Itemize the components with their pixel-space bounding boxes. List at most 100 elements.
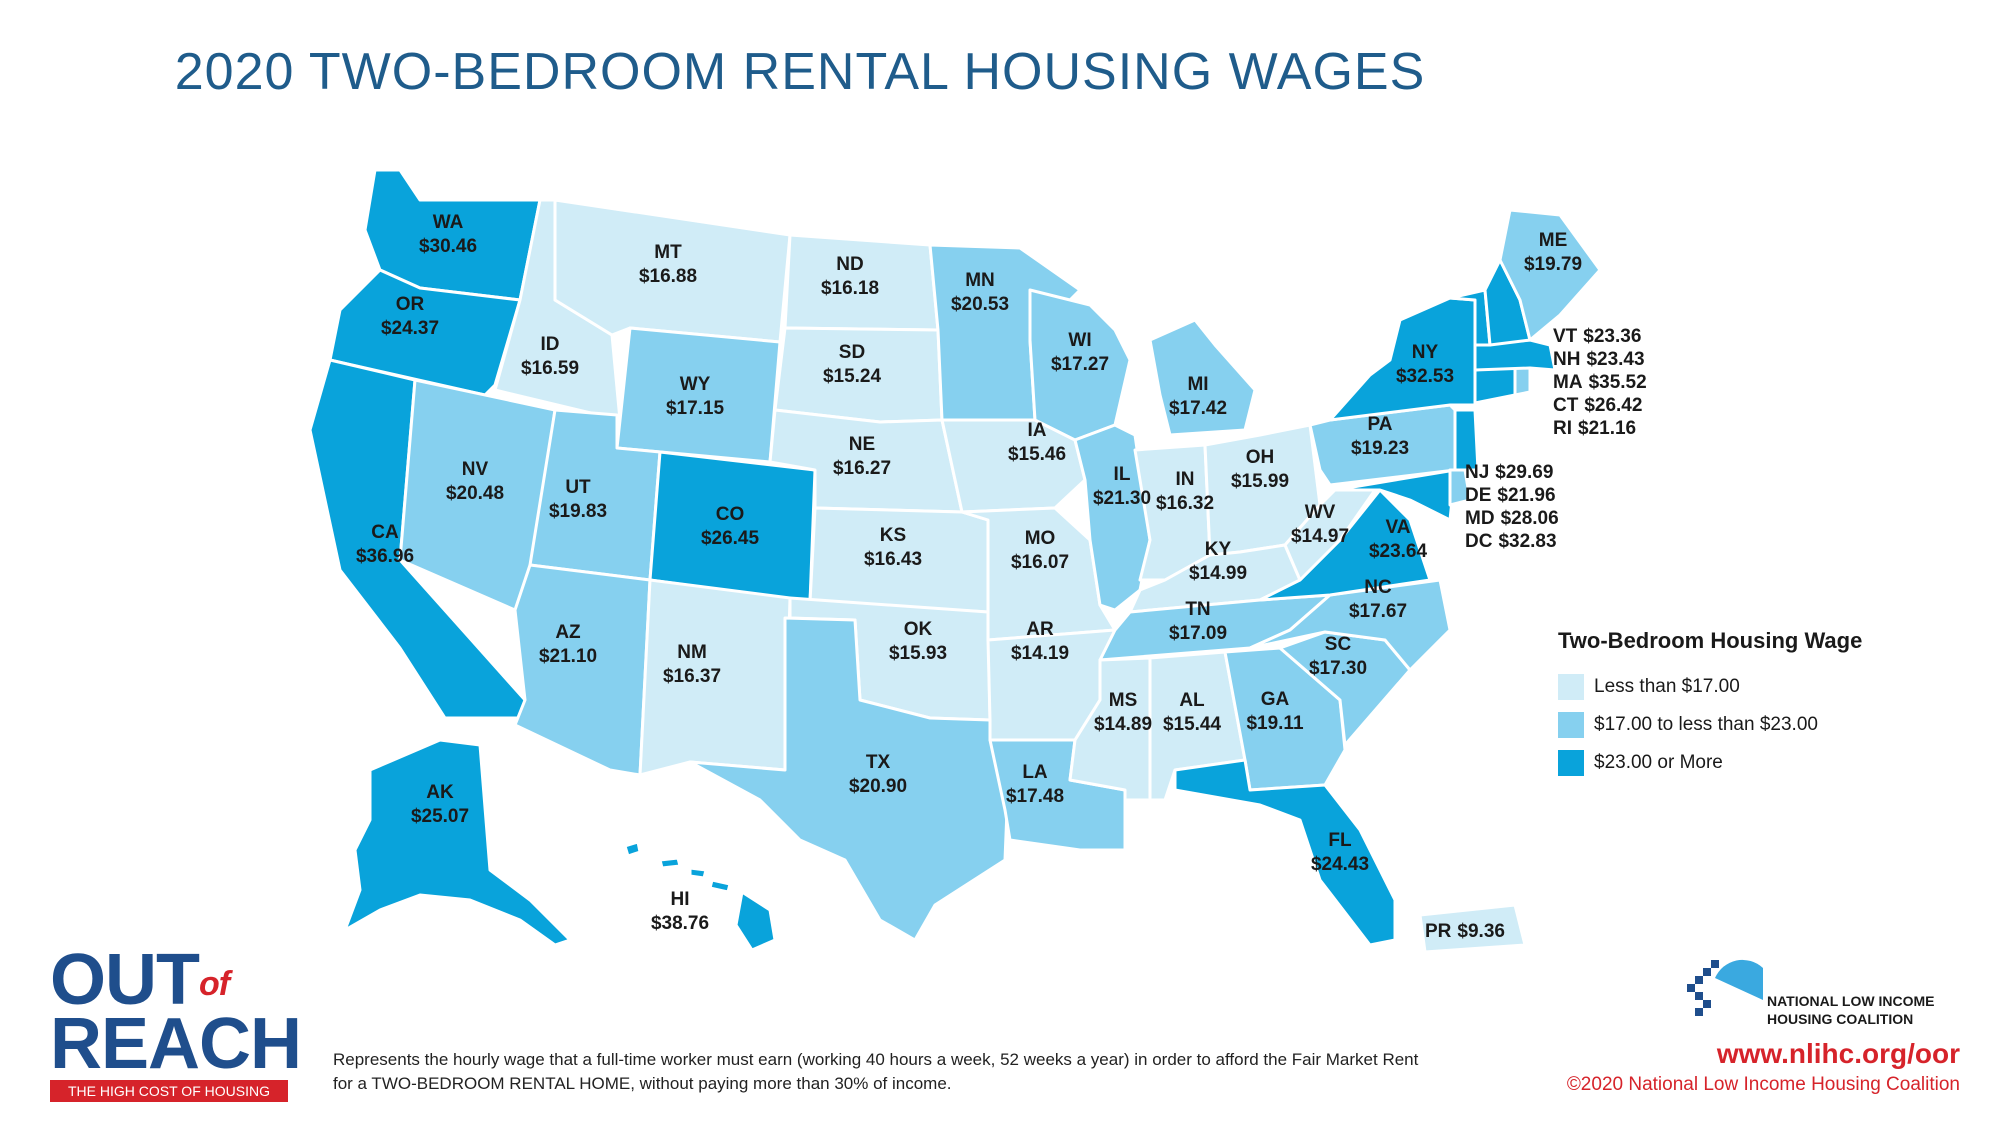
state-wage-nm: $16.37: [663, 666, 721, 687]
state-abbr-nd: ND: [836, 254, 863, 275]
state-shape-tx: [688, 616, 1012, 942]
legend-swatch-high: [1558, 750, 1584, 776]
state-wage-de: $21.96: [1497, 485, 1555, 506]
state-abbr-dc: DC: [1465, 531, 1493, 552]
legend-item-low: Less than $17.00: [1558, 668, 1898, 706]
state-abbr-ma: MA: [1553, 372, 1583, 393]
state-wage-ga: $19.11: [1246, 713, 1303, 734]
state-wage-wa: $30.46: [419, 236, 477, 257]
state-abbr-ms: MS: [1109, 690, 1138, 711]
state-abbr-in: IN: [1176, 469, 1195, 490]
state-wage-oh: $15.99: [1231, 471, 1289, 492]
out-of-reach-logo: OUTof REACH THE HIGH COST OF HOUSING: [50, 944, 302, 1102]
oor-logo-of: of: [198, 965, 230, 1003]
state-wage-ok: $15.93: [889, 643, 947, 664]
state-wage-sd: $15.24: [823, 366, 882, 387]
state-wage-ky: $14.99: [1189, 563, 1247, 584]
state-abbr-hi: HI: [671, 889, 690, 910]
state-shape-il: [1073, 423, 1152, 612]
legend-item-mid: $17.00 to less than $23.00: [1558, 706, 1898, 744]
state-abbr-mt: MT: [654, 242, 682, 263]
state-label-nj: NJ $29.69: [1465, 462, 1553, 483]
state-abbr-pa: PA: [1368, 414, 1393, 435]
state-abbr-md: MD: [1465, 508, 1495, 529]
state-abbr-mo: MO: [1025, 528, 1056, 549]
state-wage-nh: $23.43: [1586, 349, 1644, 370]
state-abbr-wa: WA: [433, 212, 464, 233]
state-abbr-me: ME: [1539, 230, 1568, 251]
legend-title: Two-Bedroom Housing Wage: [1558, 628, 1863, 653]
state-shape-mi: [1148, 318, 1257, 437]
state-wage-tx: $20.90: [849, 776, 907, 797]
state-abbr-la: LA: [1022, 762, 1048, 783]
state-label-md: MD $28.06: [1465, 508, 1559, 529]
state-abbr-nm: NM: [677, 642, 707, 663]
state-abbr-il: IL: [1114, 464, 1131, 485]
state-wage-ms: $14.89: [1094, 714, 1152, 735]
state-abbr-ga: GA: [1261, 689, 1290, 710]
state-wage-mi: $17.42: [1169, 398, 1227, 419]
state-abbr-wi: WI: [1068, 330, 1091, 351]
legend-item-high: $23.00 or More: [1558, 744, 1898, 782]
state-label-pr: PR $9.36: [1425, 921, 1505, 942]
copyright: ©2020 National Low Income Housing Coalit…: [1566, 1074, 1960, 1095]
state-abbr-tn: TN: [1185, 599, 1210, 620]
state-wage-id: $16.59: [521, 358, 579, 379]
state-wage-nc: $17.67: [1349, 601, 1407, 622]
state-wage-nd: $16.18: [821, 278, 879, 299]
state-abbr-ri: RI: [1553, 418, 1572, 439]
state-wage-co: $26.45: [701, 528, 760, 549]
state-wage-ma: $35.52: [1589, 372, 1647, 393]
legend-swatch-low: [1558, 674, 1584, 700]
state-abbr-fl: FL: [1328, 830, 1352, 851]
state-abbr-nj: NJ: [1465, 462, 1489, 483]
state-abbr-pr: PR: [1425, 921, 1452, 942]
state-wage-ak: $25.07: [411, 806, 469, 827]
state-shape-vt: [1448, 288, 1492, 347]
nlihc-url-link[interactable]: www.nlihc.org/oor: [1716, 1038, 1960, 1069]
state-wage-sc: $17.30: [1309, 658, 1367, 679]
state-wage-ri: $21.16: [1578, 418, 1636, 439]
state-wage-ny: $32.53: [1396, 366, 1454, 387]
state-wage-ks: $16.43: [864, 549, 922, 570]
state-abbr-ca: CA: [371, 522, 399, 543]
state-shape-wy: [615, 326, 782, 464]
state-shape-fl: [1173, 758, 1397, 947]
state-shape-mo: [960, 506, 1117, 642]
state-label-nh: NH $23.43: [1553, 349, 1645, 370]
territory-shape-pr: [1418, 903, 1527, 954]
state-abbr-ok: OK: [904, 619, 933, 640]
state-abbr-ny: NY: [1412, 342, 1439, 363]
state-abbr-nh: NH: [1553, 349, 1580, 370]
state-wage-ia: $15.46: [1008, 444, 1066, 465]
state-shape-ny: [1328, 296, 1477, 422]
oor-logo-subtitle: THE HIGH COST OF HOUSING: [50, 1080, 288, 1102]
state-abbr-oh: OH: [1246, 447, 1275, 468]
oor-logo-reach: REACH: [50, 1004, 302, 1084]
state-wage-md: $28.06: [1501, 508, 1559, 529]
state-abbr-ky: KY: [1205, 539, 1232, 560]
state-wage-vt: $23.36: [1583, 326, 1641, 347]
page-title: 2020 TWO-BEDROOM RENTAL HOUSING WAGES: [174, 43, 1426, 101]
state-wage-tn: $17.09: [1169, 623, 1227, 644]
oor-logo-out: OUT: [50, 940, 200, 1020]
state-abbr-ia: IA: [1028, 420, 1047, 441]
state-abbr-ak: AK: [426, 782, 454, 803]
state-wage-nv: $20.48: [446, 483, 504, 504]
state-shape-az: [513, 563, 652, 777]
state-wage-mn: $20.53: [951, 294, 1009, 315]
state-shape-nj: [1453, 408, 1480, 472]
state-wage-ct: $26.42: [1584, 395, 1642, 416]
state-wage-ne: $16.27: [833, 458, 891, 479]
state-abbr-vt: VT: [1553, 326, 1578, 347]
state-wage-or: $24.37: [381, 318, 439, 339]
nlihc-name-line2: HOUSING COALITION: [1767, 1011, 1914, 1027]
state-wage-az: $21.10: [539, 646, 597, 667]
state-shape-co: [648, 450, 817, 604]
state-abbr-nc: NC: [1364, 577, 1392, 598]
state-wage-ca: $36.96: [356, 546, 414, 567]
house-logo-icon: [1687, 959, 1763, 1016]
state-wage-hi: $38.76: [651, 913, 709, 934]
state-abbr-wv: WV: [1305, 502, 1336, 523]
